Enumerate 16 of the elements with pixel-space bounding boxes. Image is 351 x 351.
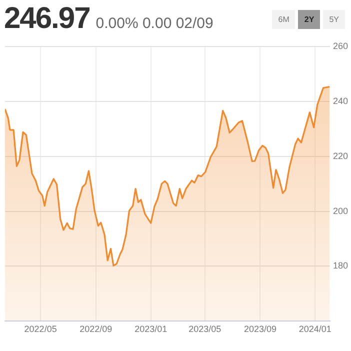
- y-tick-label: 180: [332, 260, 348, 271]
- x-tick-label: 2024/01: [298, 324, 332, 334]
- text: 5Y: [323, 10, 345, 29]
- x-tick-label: 2023/09: [244, 324, 276, 334]
- x-tick-label: 2023/05: [188, 324, 222, 334]
- x-tick-label: 2023/01: [134, 324, 168, 334]
- y-tick-label: 220: [332, 150, 348, 161]
- y-tick-label: 260: [332, 40, 348, 51]
- text: 6M: [272, 10, 296, 29]
- chart-subtitle: 0.00% 0.00 02/09: [96, 15, 214, 32]
- x-tick-label: 2022/09: [80, 324, 112, 334]
- text: 2Y: [298, 10, 320, 29]
- x-tick-label: 2022/05: [24, 324, 57, 334]
- y-tick-label: 200: [332, 206, 348, 216]
- y-tick-label: 240: [332, 96, 348, 106]
- chart-title: 246.97: [4, 2, 90, 36]
